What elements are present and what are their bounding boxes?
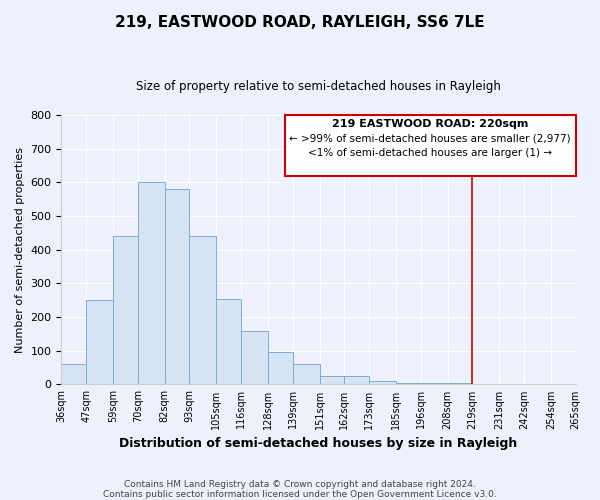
Bar [138,182,164,384]
Bar [344,376,369,384]
Bar [396,382,421,384]
Bar [293,364,320,384]
Bar [421,382,448,384]
Text: ← >99% of semi-detached houses are smaller (2,977): ← >99% of semi-detached houses are small… [289,134,571,144]
Bar [320,376,344,384]
Bar [190,236,217,384]
Title: Size of property relative to semi-detached houses in Rayleigh: Size of property relative to semi-detach… [136,80,501,93]
Text: 219, EASTWOOD ROAD, RAYLEIGH, SS6 7LE: 219, EASTWOOD ROAD, RAYLEIGH, SS6 7LE [115,15,485,30]
Bar [217,298,241,384]
X-axis label: Distribution of semi-detached houses by size in Rayleigh: Distribution of semi-detached houses by … [119,437,518,450]
Bar [268,352,293,384]
Bar [113,236,138,384]
Bar [369,381,396,384]
Bar [241,330,268,384]
Bar [164,189,190,384]
Text: 219 EASTWOOD ROAD: 220sqm: 219 EASTWOOD ROAD: 220sqm [332,119,529,129]
Bar [448,382,472,384]
Bar [61,364,86,384]
Y-axis label: Number of semi-detached properties: Number of semi-detached properties [15,146,25,352]
Text: Contains HM Land Registry data © Crown copyright and database right 2024.
Contai: Contains HM Land Registry data © Crown c… [103,480,497,499]
FancyBboxPatch shape [285,115,575,176]
Text: <1% of semi-detached houses are larger (1) →: <1% of semi-detached houses are larger (… [308,148,553,158]
Bar [86,300,113,384]
